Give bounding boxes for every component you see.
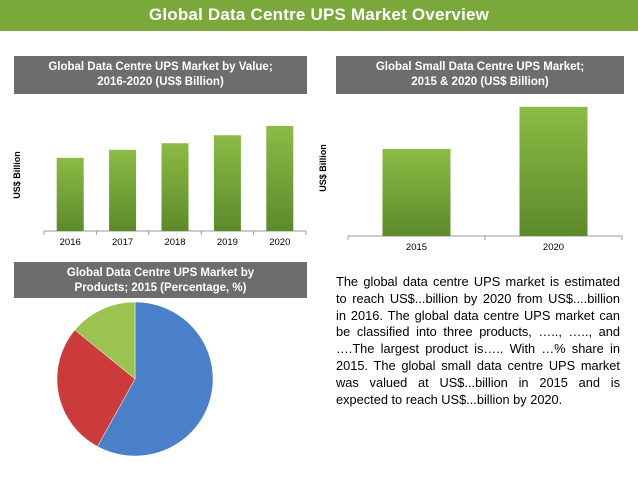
- chart1-header: Global Data Centre UPS Market by Value; …: [14, 56, 307, 94]
- chart2-tick-label-2020: 2020: [543, 242, 564, 253]
- chart1-tick-label-2019: 2019: [217, 237, 238, 248]
- chart1-tick-label-2017: 2017: [112, 237, 133, 248]
- chart1-tick-label-2016: 2016: [60, 237, 81, 248]
- chart2-title-line1: Global Small Data Centre UPS Market;: [375, 61, 585, 73]
- chart2-header: Global Small Data Centre UPS Market; 201…: [336, 56, 624, 94]
- chart3-title-line1: Global Data Centre UPS Market by: [66, 267, 255, 279]
- chart3-pie: [56, 301, 214, 457]
- chart1-bar-2020: [266, 125, 294, 231]
- chart2-ylabel: US$ Billion: [318, 144, 328, 192]
- page-title: Global Data Centre UPS Market Overview: [148, 5, 490, 24]
- chart1-title-line1: Global Data Centre UPS Market by Value;: [48, 61, 273, 73]
- pie-slice-2: [56, 329, 136, 447]
- chart1-title-line2: 2016-2020 (US$ Billion): [97, 76, 224, 88]
- chart1-bar-2016: [56, 157, 84, 231]
- chart1-bar-2017: [109, 149, 137, 231]
- chart2-bar-2015: [382, 148, 451, 236]
- chart2-tick-label-2015: 2015: [406, 242, 427, 253]
- chart3-header: Global Data Centre UPS Market by Product…: [14, 262, 307, 298]
- chart3-title-line2: Products; 2015 (Percentage, %): [74, 282, 247, 294]
- chart1-plot: US$ Billion 2016 2017 2018 2019 2020: [12, 125, 307, 248]
- pie-slice-1: [97, 301, 214, 457]
- chart1-bar-2018: [161, 143, 189, 231]
- chart1-ylabel: US$ Billion: [12, 151, 22, 199]
- pie-slice-3: [74, 301, 136, 380]
- chart1-tick-label-2018: 2018: [164, 237, 185, 248]
- chart1-bar-2019: [213, 135, 241, 231]
- title-bar: Global Data Centre UPS Market Overview: [0, 0, 638, 31]
- chart1-tick-label-2020: 2020: [269, 237, 290, 248]
- chart2-plot: US$ Billion 2015 2020: [318, 106, 623, 253]
- chart2-title-line2: 2015 & 2020 (US$ Billion): [411, 76, 549, 88]
- market-description: The global data centre UPS market is est…: [336, 274, 620, 407]
- chart2-bar-2020: [519, 106, 588, 236]
